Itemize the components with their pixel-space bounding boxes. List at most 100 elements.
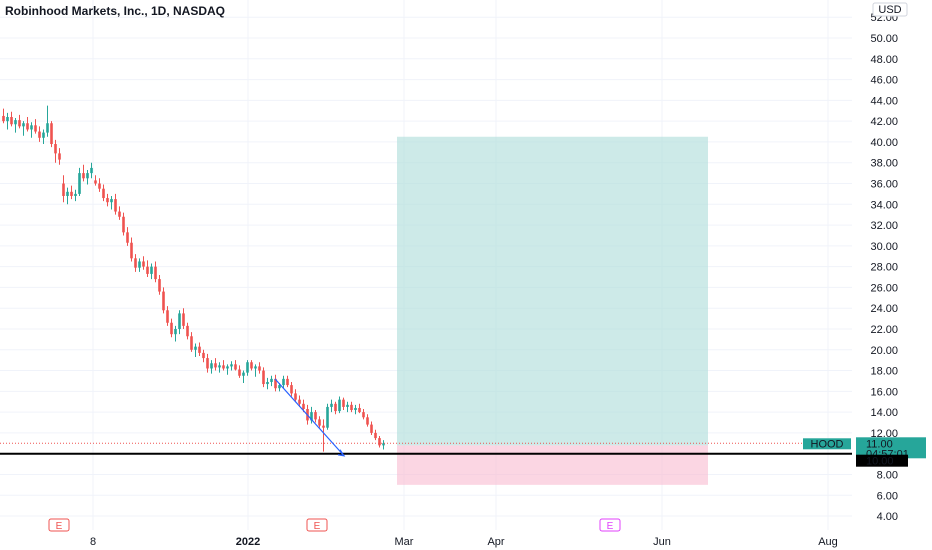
level-price-tag[interactable]: 10.00 xyxy=(856,454,908,468)
candle xyxy=(218,362,221,373)
candle-body xyxy=(126,232,129,243)
candle xyxy=(318,416,321,428)
y-tick-label: 24.00 xyxy=(870,303,898,315)
chart-title: Robinhood Markets, Inc., 1D, NASDAQ xyxy=(5,4,225,18)
candle-body xyxy=(142,261,145,267)
candle xyxy=(142,256,145,270)
candle xyxy=(10,111,13,127)
y-tick-label: 26.00 xyxy=(870,282,898,294)
candle xyxy=(242,370,245,384)
y-tick-label: 28.00 xyxy=(870,262,898,274)
symbol-price-tag[interactable]: HOOD xyxy=(803,438,851,450)
candle-body xyxy=(130,242,133,259)
long-position-tool[interactable] xyxy=(397,136,708,485)
candle-body xyxy=(326,406,329,428)
candle xyxy=(370,421,373,435)
candle-body xyxy=(310,412,313,421)
candle xyxy=(106,193,109,207)
x-tick-label: 2022 xyxy=(236,536,260,548)
candle-body xyxy=(246,362,249,373)
candle xyxy=(194,343,197,358)
level-tag-value: 10.00 xyxy=(866,456,894,468)
candle-body xyxy=(302,403,305,410)
candle xyxy=(158,274,161,295)
candle-body xyxy=(118,211,121,217)
candle xyxy=(270,375,273,387)
candle xyxy=(18,114,21,129)
candle xyxy=(354,404,357,415)
candle xyxy=(234,360,237,371)
earnings-badge xyxy=(48,518,70,532)
candle-body xyxy=(182,313,185,326)
earnings-badge xyxy=(599,518,621,532)
y-tick-label: 18.00 xyxy=(870,366,898,378)
candle xyxy=(374,429,377,441)
candle xyxy=(134,254,137,272)
candle-body xyxy=(250,362,253,369)
candle xyxy=(382,440,385,450)
candle-body xyxy=(86,173,89,179)
candle-body xyxy=(382,443,385,446)
level-tag-bg xyxy=(856,454,908,467)
candle-body xyxy=(138,261,141,268)
candle xyxy=(378,436,381,448)
candle xyxy=(90,162,93,179)
candle xyxy=(78,167,81,196)
candle-body xyxy=(110,199,113,203)
candle xyxy=(262,367,265,388)
candle xyxy=(342,397,345,411)
candle-body xyxy=(230,364,233,367)
y-tick-label: 20.00 xyxy=(870,345,898,357)
y-tick-label: 38.00 xyxy=(870,158,898,170)
candle-body xyxy=(34,125,37,132)
candle xyxy=(38,126,41,142)
candle-body xyxy=(362,412,365,418)
candle xyxy=(94,175,97,186)
y-tick-label: 40.00 xyxy=(870,137,898,149)
candle xyxy=(310,406,313,424)
candle-body xyxy=(322,425,325,428)
candle-body xyxy=(370,424,373,433)
y-tick-label: 22.00 xyxy=(870,324,898,336)
last-price-bg xyxy=(856,437,926,459)
candle-body xyxy=(122,216,125,233)
candle xyxy=(274,374,277,392)
candle xyxy=(54,139,57,163)
candle xyxy=(190,332,193,352)
candle-body xyxy=(38,131,41,138)
candle-body xyxy=(6,116,9,122)
candle-body xyxy=(10,116,13,125)
candle-body xyxy=(202,352,205,359)
candle xyxy=(362,409,365,420)
time-axis[interactable]: 8 2022 Mar Apr Jun Aug xyxy=(90,536,838,548)
candle-body xyxy=(294,393,297,400)
candle xyxy=(26,116,29,132)
last-price-value: 11.00 xyxy=(866,438,893,450)
candle-body xyxy=(234,364,237,370)
candle-body xyxy=(214,363,217,368)
candle-body xyxy=(338,399,341,412)
price-axis[interactable]: 4.00 6.00 8.0010.00 12.00 14.00 16.00 18.00 20.… xyxy=(803,12,926,523)
candle-body xyxy=(282,378,285,386)
y-tick-label: 32.00 xyxy=(870,220,898,232)
candle xyxy=(338,396,341,414)
candle-body xyxy=(290,385,293,394)
candle xyxy=(314,410,317,423)
y-tick-label: 46.00 xyxy=(870,75,898,87)
candle xyxy=(166,306,169,326)
candle-body xyxy=(102,188,105,199)
candle-body xyxy=(46,123,49,133)
candle xyxy=(66,187,69,205)
earnings-marker: E xyxy=(306,518,328,532)
candle xyxy=(254,364,257,377)
candle-body xyxy=(270,378,273,382)
candle-body xyxy=(30,125,33,130)
loss-zone[interactable] xyxy=(397,445,708,485)
candle-body xyxy=(98,183,101,189)
trend-line xyxy=(274,378,345,457)
candle xyxy=(346,401,349,413)
currency-badge[interactable]: USD xyxy=(872,2,908,17)
profit-zone[interactable] xyxy=(397,136,708,446)
candle-body xyxy=(378,438,381,446)
